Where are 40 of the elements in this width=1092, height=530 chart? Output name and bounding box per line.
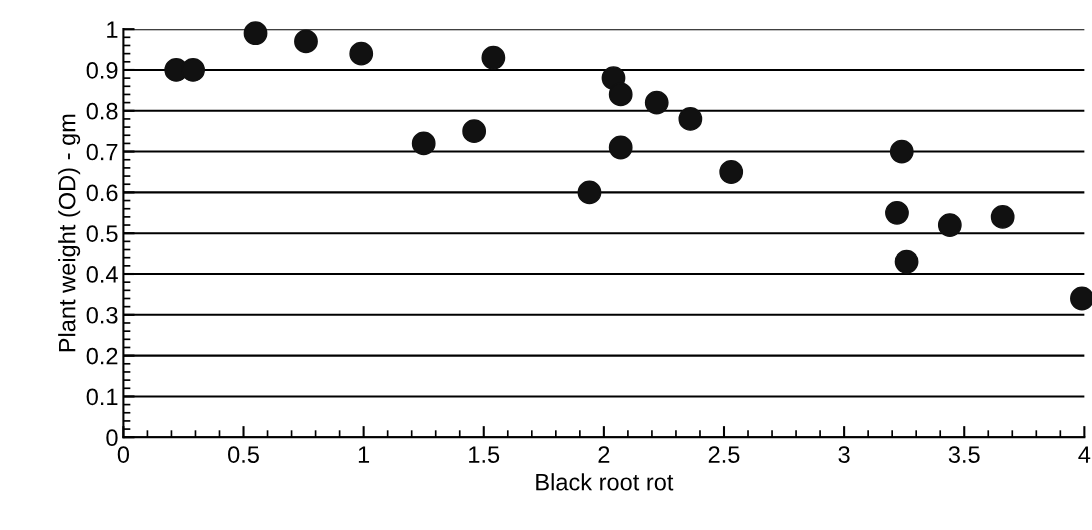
y-tick-label: 0.1 — [86, 388, 118, 406]
point — [894, 249, 919, 274]
point — [885, 200, 909, 225]
point — [243, 21, 268, 46]
y-tick-label: 0.9 — [86, 62, 118, 79]
point — [577, 180, 602, 205]
x-tick-label: 4 — [1078, 446, 1091, 463]
y-tick-label: 0.7 — [86, 143, 118, 161]
point — [990, 204, 1015, 229]
x-axis-title: Black root rot — [536, 473, 674, 491]
point — [181, 58, 205, 82]
point — [889, 139, 914, 164]
point — [644, 90, 669, 115]
y-tick-label: 0 — [106, 429, 118, 447]
point — [678, 107, 703, 131]
point — [608, 135, 633, 160]
x-tick-label: 3.5 — [948, 446, 980, 463]
x-tick-label: 2 — [598, 446, 610, 463]
point — [481, 45, 506, 70]
x-tick-label: 1 — [358, 446, 370, 463]
x-tick-label: 2.5 — [708, 446, 740, 463]
y-tick-label: 0.8 — [86, 102, 118, 120]
y-tick-label: 0.4 — [86, 266, 118, 283]
point — [462, 119, 487, 144]
y-tick-label: 0.6 — [86, 184, 118, 202]
x-tick-label: 1.5 — [469, 446, 500, 463]
y-tick-label: 1 — [107, 21, 118, 38]
x-tick-label: 0 — [117, 446, 130, 463]
y-tick-label: 0.3 — [86, 306, 118, 324]
point — [608, 82, 633, 107]
y-tick-label: 0.5 — [86, 225, 118, 242]
point — [349, 41, 374, 66]
y-axis-title: Plant weight (OD) - gm — [58, 114, 81, 352]
point — [719, 160, 744, 184]
point — [411, 131, 436, 156]
x-tick-label: 3 — [838, 446, 850, 463]
y-tick-label: 0.2 — [86, 347, 118, 365]
x-tick-label: 0.5 — [228, 446, 259, 463]
point — [294, 29, 318, 54]
point — [937, 213, 962, 237]
